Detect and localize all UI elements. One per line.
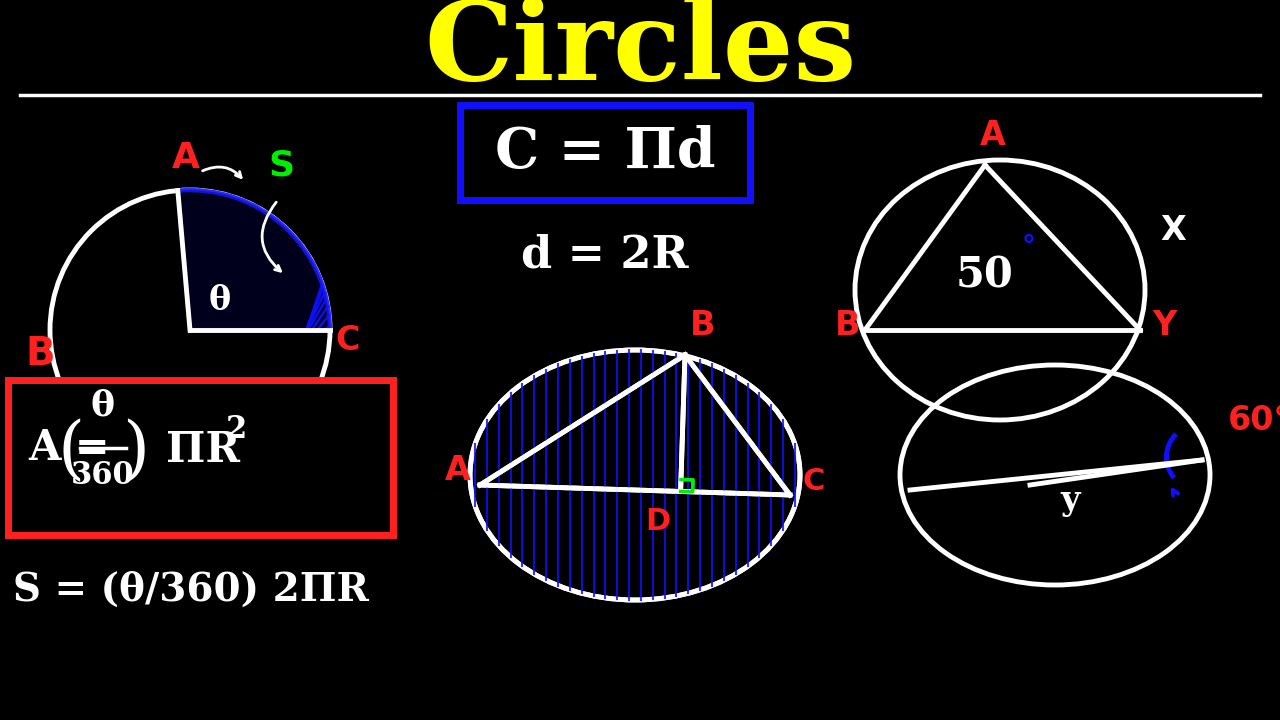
Text: A: A xyxy=(172,141,200,175)
Text: A: A xyxy=(980,119,1006,152)
Text: D: D xyxy=(645,507,671,536)
Text: 60°: 60° xyxy=(1228,404,1280,437)
Text: d = 2R: d = 2R xyxy=(521,233,689,276)
Text: 50: 50 xyxy=(956,254,1014,296)
Bar xyxy=(460,105,750,200)
Bar xyxy=(8,380,393,535)
Text: ): ) xyxy=(123,419,150,486)
Text: B: B xyxy=(690,309,716,342)
Text: B: B xyxy=(835,309,860,342)
Wedge shape xyxy=(178,190,330,330)
Text: (: ( xyxy=(58,419,84,486)
Text: A =: A = xyxy=(28,426,124,469)
Text: Y: Y xyxy=(1152,309,1176,342)
Text: θ: θ xyxy=(91,388,115,422)
Text: θ: θ xyxy=(209,284,232,317)
Text: °: ° xyxy=(1021,233,1036,261)
Text: C: C xyxy=(335,324,360,357)
Text: 2: 2 xyxy=(227,414,247,445)
Text: y: y xyxy=(1060,484,1079,517)
Text: Circles: Circles xyxy=(424,0,856,104)
Text: ΠR: ΠR xyxy=(166,428,241,470)
Text: S = (θ/360) 2ΠR: S = (θ/360) 2ΠR xyxy=(13,571,369,609)
Text: S: S xyxy=(268,148,294,182)
Text: A: A xyxy=(445,454,471,487)
Text: X: X xyxy=(1160,214,1185,247)
Text: C: C xyxy=(803,467,824,496)
Text: 360: 360 xyxy=(72,460,134,491)
Text: B: B xyxy=(26,335,55,373)
Text: C = Πd: C = Πd xyxy=(495,125,716,180)
